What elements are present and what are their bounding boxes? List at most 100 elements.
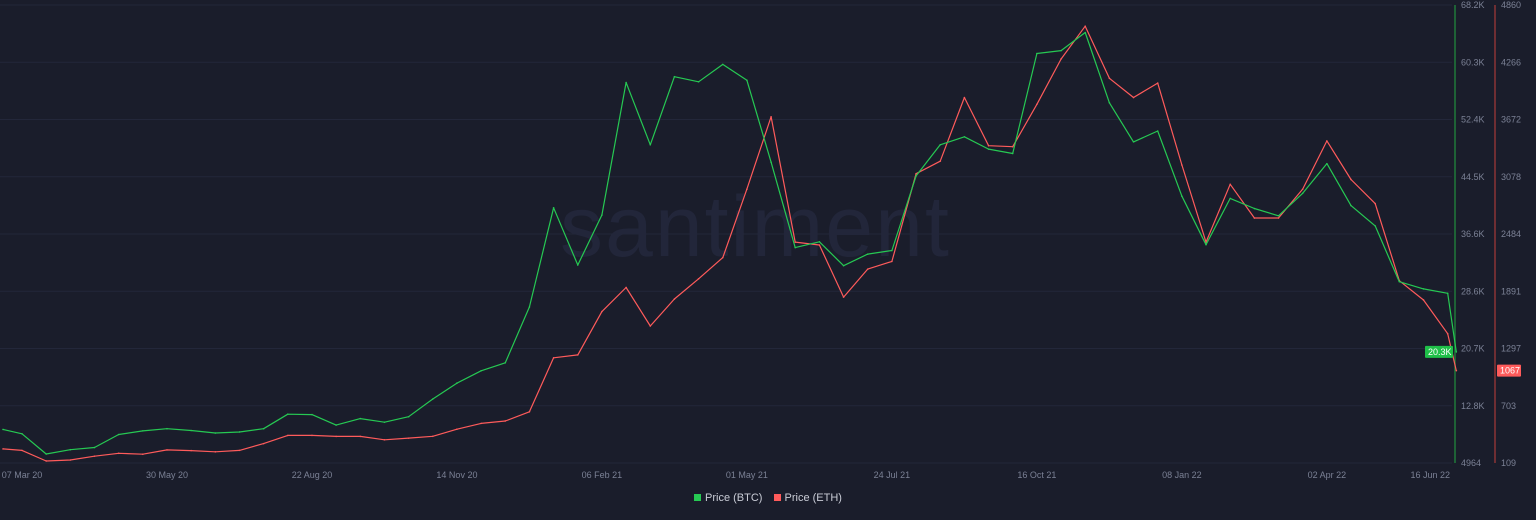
- eth-price-line-point: [1205, 241, 1207, 243]
- btc-price-line-point: [1326, 162, 1328, 165]
- btc-price-line-point: [818, 241, 821, 243]
- btc-price-line-point: [45, 453, 47, 455]
- eth-price-line-point: [1301, 188, 1304, 190]
- legend-label-eth: Price (ETH): [784, 492, 842, 504]
- y-left-tick-label: 68.2K: [1461, 0, 1485, 10]
- eth-price-line-point: [335, 435, 337, 438]
- legend-item-eth[interactable]: Price (ETH): [773, 492, 842, 504]
- eth-price-line-point: [842, 296, 845, 298]
- x-tick-label: 22 Aug 20: [292, 470, 333, 480]
- btc-price-line-point: [2, 428, 4, 431]
- eth-price-line-point: [1253, 217, 1256, 219]
- btc-price-line-point: [842, 264, 845, 267]
- btc-price-line-point: [1422, 288, 1425, 290]
- eth-price-line-point: [915, 172, 917, 175]
- btc-price-line-point: [1108, 101, 1111, 104]
- eth-price-line-point: [697, 277, 700, 280]
- btc-price-line-point: [866, 253, 869, 255]
- eth-price-line-point: [939, 160, 942, 162]
- eth-price-line-point: [383, 438, 386, 441]
- price-chart: 4964 109 12.8K 703 20.7K 1297 28.6K 1891 36.6K 24…: [0, 0, 1521, 480]
- eth-price-line-point: [987, 144, 990, 147]
- btc-price-line-point: [93, 446, 96, 449]
- btc-price-line-point: [190, 429, 192, 432]
- eth-price-line-point: [528, 411, 531, 413]
- btc-price-line-point: [915, 175, 917, 177]
- btc-price-line-point: [480, 369, 482, 372]
- eth-price-line-point: [770, 116, 772, 118]
- eth-price-line-point: [238, 449, 241, 452]
- eth-price-line-point: [166, 449, 168, 451]
- y-right-tick-label: 3672: [1501, 115, 1521, 125]
- btc-price-line-point: [166, 427, 168, 430]
- x-tick-label: 16 Jun 22: [1410, 470, 1450, 480]
- eth-price-line-point: [1422, 299, 1425, 301]
- eth-price-line-point: [601, 310, 603, 313]
- eth-price-line-point: [142, 453, 144, 456]
- eth-price-line: [2, 25, 1457, 462]
- btc-price-line-point: [1205, 243, 1207, 246]
- btc-price-line-point: [456, 382, 458, 384]
- eth-price-line-point: [1132, 96, 1135, 99]
- btc-price-line-point: [407, 415, 410, 418]
- btc-price-line-point: [287, 413, 289, 416]
- x-tick-label: 02 Apr 22: [1308, 470, 1347, 480]
- btc-price-line-point: [528, 306, 531, 308]
- x-tick-label: 24 Jul 21: [874, 470, 911, 480]
- btc-price-line-point: [1455, 351, 1458, 353]
- btc-price-line-point: [697, 80, 700, 83]
- x-tick-label: 07 Mar 20: [2, 470, 43, 480]
- eth-price-line-point: [69, 459, 72, 461]
- btc-last-value-text: 20.3K: [1428, 347, 1452, 357]
- eth-price-line-point: [818, 244, 821, 246]
- btc-price-line-point: [214, 432, 217, 434]
- eth-price-line-point: [673, 298, 676, 300]
- x-tick-label: 16 Oct 21: [1017, 470, 1056, 480]
- btc-price-line-point: [1156, 130, 1159, 132]
- eth-price-line-point: [1374, 202, 1376, 205]
- eth-price-line-point: [1060, 58, 1062, 60]
- btc-price-line-point: [1374, 225, 1376, 227]
- btc-price-line-point: [552, 206, 555, 209]
- btc-price-line-point: [262, 427, 265, 430]
- eth-price-line-point: [891, 260, 893, 263]
- btc-price-line-point: [1084, 31, 1087, 34]
- eth-price-line-point: [552, 357, 555, 359]
- btc-price-line-point: [383, 421, 386, 423]
- btc-price-line-point: [770, 161, 772, 163]
- btc-price-line-point: [794, 246, 797, 249]
- eth-price-line-point: [262, 442, 265, 445]
- btc-price-line-point: [1446, 292, 1449, 295]
- y-left-tick-label: 4964: [1461, 458, 1481, 468]
- btc-price-line-point: [359, 417, 362, 420]
- btc-price-line-point: [721, 63, 724, 66]
- eth-last-value-text: 1067: [1500, 366, 1520, 376]
- eth-price-line-point: [1446, 332, 1449, 335]
- y-left-tick-label: 28.6K: [1461, 286, 1485, 296]
- eth-price-line-point: [2, 448, 4, 450]
- y-right-tick-label: 109: [1501, 458, 1516, 468]
- btc-price-line-point: [576, 264, 579, 266]
- eth-price-line-point: [1084, 25, 1087, 28]
- eth-price-line-point: [21, 449, 23, 452]
- btc-price-line-point: [987, 148, 990, 150]
- btc-price-line-point: [1350, 204, 1352, 207]
- eth-price-line-point: [1011, 145, 1014, 148]
- eth-price-line-point: [311, 434, 313, 437]
- btc-price-line-point: [504, 361, 507, 364]
- btc-last-value-badge: [1425, 345, 1453, 358]
- eth-price-line-point: [117, 452, 120, 455]
- eth-price-line-point: [625, 286, 627, 289]
- y-right-tick-label: 3078: [1501, 172, 1521, 182]
- btc-price-line-point: [939, 143, 942, 146]
- btc-price-line-point: [601, 214, 603, 216]
- y-right-tick-label: 4266: [1501, 57, 1521, 67]
- y-left-tick-label: 12.8K: [1461, 401, 1485, 411]
- y-left-tick-label: 44.5K: [1461, 172, 1485, 182]
- btc-price-line-point: [673, 75, 676, 78]
- btc-price-line-point: [1253, 207, 1256, 210]
- eth-price-line-point: [456, 428, 458, 430]
- legend-item-btc[interactable]: Price (BTC): [694, 492, 762, 504]
- btc-price-line-point: [117, 433, 120, 436]
